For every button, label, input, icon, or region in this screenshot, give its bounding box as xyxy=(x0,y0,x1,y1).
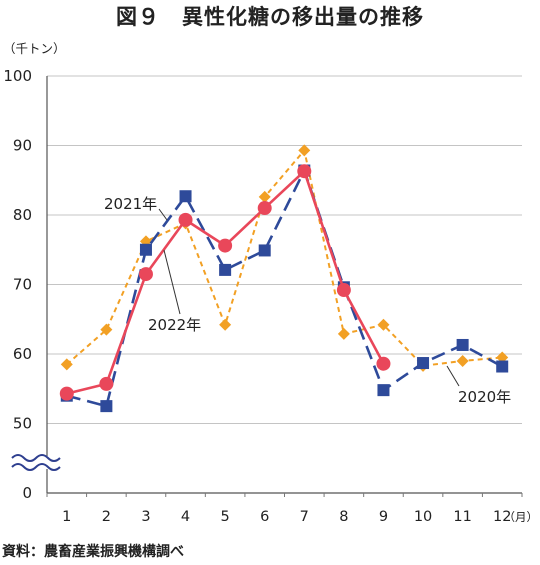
axis-break-wave-lower xyxy=(11,463,61,471)
data-point-2022-month-1 xyxy=(59,386,74,401)
data-point-2021-month-6 xyxy=(258,244,271,257)
axis-break-wave-upper xyxy=(11,454,61,462)
data-point-2022-month-4 xyxy=(178,212,193,227)
y-tick-label: 100 xyxy=(3,67,32,85)
x-tick-label: 3 xyxy=(141,509,150,525)
series-group xyxy=(59,144,509,413)
data-point-2020-month-9 xyxy=(377,318,390,331)
x-tick-label: 8 xyxy=(339,509,348,525)
axes xyxy=(46,76,523,497)
source-note: 資料：農畜産業振興機構調べ xyxy=(2,543,184,560)
x-tick-label: 5 xyxy=(221,509,230,525)
x-tick-label: 7 xyxy=(300,509,309,525)
x-tick-label: 9 xyxy=(379,509,388,525)
series-line-2020 xyxy=(66,149,503,367)
data-point-2020-month-1 xyxy=(60,358,73,371)
x-tick-label: 11 xyxy=(453,509,471,525)
leader-line-2021 xyxy=(158,208,168,221)
data-point-2022-month-9 xyxy=(376,356,391,371)
data-point-2021-month-11 xyxy=(456,338,469,351)
x-tick-label: 2 xyxy=(102,509,111,525)
data-point-2020-month-2 xyxy=(100,323,113,336)
series-annotations: 2021年 2022年 2020年 xyxy=(104,195,511,406)
data-point-2021-month-10 xyxy=(417,357,430,370)
data-point-2022-month-3 xyxy=(138,267,153,282)
x-tick-label: 4 xyxy=(181,509,190,525)
data-point-2021-month-12 xyxy=(496,360,509,373)
data-point-2021-month-3 xyxy=(139,243,152,256)
data-point-2020-month-11 xyxy=(456,354,469,367)
leader-line-2022 xyxy=(163,249,181,315)
x-tick-label: 1 xyxy=(62,509,71,525)
data-point-2020-month-7 xyxy=(298,144,311,157)
x-tick-label: 12 xyxy=(493,509,511,525)
data-point-2020-month-12 xyxy=(496,351,509,364)
axis-break-icon xyxy=(11,454,61,471)
y-tick-label: 60 xyxy=(13,345,32,363)
y-tick-label: 0 xyxy=(22,484,32,502)
y-tick-label: 80 xyxy=(13,206,32,224)
y-axis-unit-label: （千トン） xyxy=(3,41,66,56)
data-point-2022-month-5 xyxy=(218,238,233,253)
data-point-2020-month-6 xyxy=(258,190,271,203)
data-point-2022-month-7 xyxy=(297,164,312,179)
data-point-2021-month-4 xyxy=(179,190,192,203)
data-point-2020-month-5 xyxy=(219,318,232,331)
chart-title: 図９ 異性化糖の移出量の推移 xyxy=(116,5,424,29)
y-tick-label: 70 xyxy=(13,276,32,294)
data-point-2021-month-2 xyxy=(100,400,113,413)
data-point-2021-month-5 xyxy=(219,263,232,276)
data-point-2020-month-8 xyxy=(337,327,350,340)
data-point-2022-month-2 xyxy=(99,376,114,391)
leader-line-2020 xyxy=(446,365,460,387)
y-tick-label: 90 xyxy=(13,137,32,155)
data-point-2022-month-6 xyxy=(257,201,272,216)
series-label-2021: 2021年 xyxy=(104,195,157,213)
x-axis-unit-label: （月） xyxy=(504,510,539,524)
x-tick-label: 10 xyxy=(414,509,432,525)
axis-break-gap xyxy=(43,456,51,469)
data-point-2022-month-8 xyxy=(336,283,351,298)
y-tick-label: 50 xyxy=(13,415,32,433)
x-tick-label: 6 xyxy=(260,509,269,525)
series-label-2022: 2022年 xyxy=(148,316,201,334)
data-point-2021-month-9 xyxy=(377,384,390,397)
series-label-2020: 2020年 xyxy=(458,388,511,406)
